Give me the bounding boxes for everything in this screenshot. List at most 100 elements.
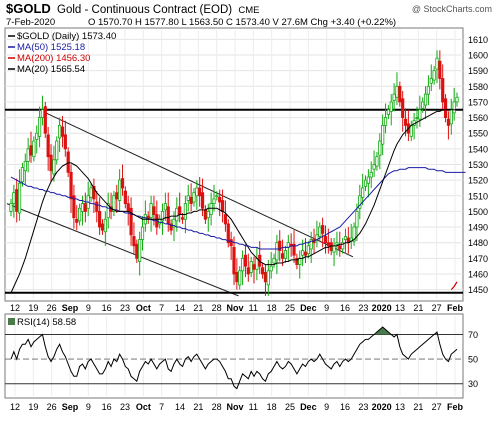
price-tick-label: 1600 <box>468 51 488 61</box>
header-line: $GOLD Gold - Continuous Contract (EOD) C… <box>6 1 259 16</box>
rsi-date-tick-label: 2020 <box>372 402 392 412</box>
candle-body <box>301 250 305 256</box>
candle-body <box>326 242 330 247</box>
candle-body <box>375 156 379 167</box>
candle-body <box>12 192 16 204</box>
candle-body <box>37 117 42 137</box>
rsi-date-tick-label: Dec <box>300 402 317 412</box>
price-tick-label: 1470 <box>468 254 488 264</box>
candle-body <box>223 214 228 225</box>
price-tick-label: 1530 <box>468 160 488 170</box>
candle-body <box>332 245 336 253</box>
candle-body <box>246 267 250 275</box>
rsi-date-tick-label: 12 <box>10 402 20 412</box>
candle-body <box>386 109 390 115</box>
rsi-date-tick-label: 16 <box>340 402 350 412</box>
date-tick-label: Sep <box>62 303 79 313</box>
candle-body <box>238 270 242 286</box>
candle-body <box>106 203 110 219</box>
date-tick-label: Nov <box>226 303 243 313</box>
candle-body <box>383 117 388 126</box>
candle-body <box>89 187 93 198</box>
rsi-date-tick-label: Nov <box>226 402 243 412</box>
candle-body <box>278 240 282 251</box>
candle-body <box>229 239 233 247</box>
date-tick-label: 26 <box>47 303 57 313</box>
date-tick-label: 16 <box>102 303 112 313</box>
rsi-label: RSI(14) 58.58 <box>17 317 76 328</box>
candle-body <box>309 239 313 250</box>
candle-body <box>249 261 253 273</box>
trendline <box>6 203 239 297</box>
candle-body <box>240 257 245 272</box>
candle-body <box>446 118 451 126</box>
rsi-tick-label: 30 <box>468 379 478 389</box>
candle-body <box>123 190 127 204</box>
candle-body <box>35 132 39 140</box>
rsi-date-tick-label: Feb <box>447 402 464 412</box>
candle-body <box>306 245 310 255</box>
rsi-date-tick-label: 26 <box>47 402 57 412</box>
candle-body <box>395 85 399 98</box>
date-tick-label: Oct <box>136 303 151 313</box>
candle-body <box>92 185 96 200</box>
candle-body <box>295 257 299 265</box>
rsi-panel: 30 50 70 <box>5 326 478 390</box>
candle-body <box>172 218 176 228</box>
candle-body <box>112 195 116 212</box>
candle-body <box>20 167 25 183</box>
rsi-tick-label: 50 <box>468 355 478 365</box>
rsi-date-tick-label: Oct <box>136 402 151 412</box>
price-tick-label: 1580 <box>468 82 488 92</box>
ma200-line <box>450 281 458 291</box>
candle-body <box>212 198 216 204</box>
date-tick-label: Dec <box>300 303 317 313</box>
candle-body <box>126 203 130 212</box>
legend-ma50: MA(50) 1525.18 <box>17 42 85 53</box>
date-tick-label: 7 <box>159 303 164 313</box>
date-tick-label: 28 <box>212 303 222 313</box>
candle-body <box>115 192 119 200</box>
candle-body <box>23 160 27 172</box>
candle-body <box>169 223 173 231</box>
candle-body <box>83 203 87 212</box>
legend-price: $GOLD (Daily) 1573.40 <box>17 31 116 42</box>
rsi-date-tick-label: 23 <box>120 402 130 412</box>
rsi-plot-frame <box>4 313 464 399</box>
candle-body <box>358 195 362 209</box>
candle-body <box>63 134 67 150</box>
date-tick-label: 25 <box>285 303 295 313</box>
rsi-date-tick-label: 23 <box>358 402 368 412</box>
legend: $GOLD (Daily) 1573.40 MA(50) 1525.18 MA(… <box>8 31 116 75</box>
candle-body <box>78 207 82 222</box>
candle-body <box>243 254 248 267</box>
candle-body <box>218 196 222 203</box>
date-tick-label: 21 <box>413 303 423 313</box>
date-tick-label: 12 <box>10 303 20 313</box>
date-tick-label: Feb <box>447 303 464 313</box>
candle-body <box>432 70 436 81</box>
candle-body <box>203 209 208 220</box>
candle-body <box>343 236 348 240</box>
candle-body <box>175 207 179 222</box>
candle-body <box>338 245 342 250</box>
copyright: @ StockCharts.com <box>412 4 492 14</box>
candle-body <box>321 225 325 234</box>
candle-body <box>138 239 142 262</box>
candle-body <box>140 226 145 240</box>
candle-body <box>17 182 22 214</box>
candle-body <box>189 196 193 204</box>
candle-body <box>186 195 190 201</box>
date-tick-label: 23 <box>358 303 368 313</box>
candle-body <box>363 179 368 187</box>
moving-averages <box>10 109 466 293</box>
rsi-date-tick-label: Sep <box>62 402 79 412</box>
ma20-line <box>10 109 457 293</box>
candle-body <box>209 203 213 215</box>
rsi-line <box>10 326 458 390</box>
candle-body <box>132 236 136 247</box>
candle-body <box>152 206 156 215</box>
candle-body <box>60 126 65 137</box>
candle-body <box>275 242 279 261</box>
candle-body <box>75 218 79 223</box>
